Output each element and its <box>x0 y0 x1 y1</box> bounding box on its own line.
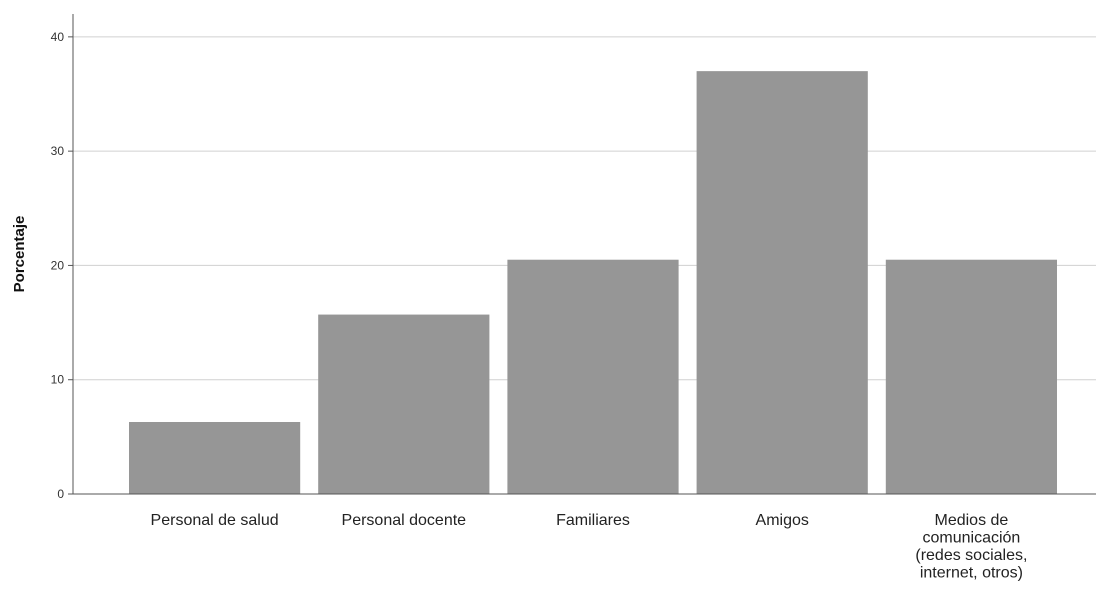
bar <box>507 259 679 494</box>
x-category-label: Personal de salud <box>151 512 279 529</box>
y-tick-label: 10 <box>51 373 65 387</box>
y-axis-title: Porcentaje <box>11 216 28 293</box>
x-category-label: Personal docente <box>342 512 467 529</box>
x-category-labels: Personal de salud Personal docente Familia… <box>151 512 1028 582</box>
axes <box>72 14 1096 495</box>
bar <box>885 259 1057 494</box>
bars <box>129 71 1057 495</box>
x-category-label-line: Medios de <box>934 512 1008 529</box>
x-category-label-line: Personal docente <box>342 512 467 529</box>
x-category-label-line: comunicación <box>922 530 1020 547</box>
bar <box>129 422 301 494</box>
y-tick-label: 20 <box>51 258 65 272</box>
x-category-label-line: Amigos <box>756 512 809 529</box>
x-category-label-line: Familiares <box>556 512 630 529</box>
x-category-label-line: (redes sociales, <box>915 547 1027 564</box>
bar <box>696 71 868 495</box>
x-category-label-line: Personal de salud <box>151 512 279 529</box>
y-tick-labels: 0 10 20 30 40 <box>51 30 65 501</box>
x-category-label: Amigos <box>756 512 809 529</box>
x-category-label: Familiares <box>556 512 630 529</box>
y-tick-label: 30 <box>51 144 65 158</box>
y-tick-label: 0 <box>57 487 64 501</box>
x-category-label-line: internet, otros) <box>920 565 1023 582</box>
bar <box>318 314 490 494</box>
y-tick-label: 40 <box>51 30 65 44</box>
x-category-label: Medios de comunicación (redes sociales, int… <box>915 512 1027 582</box>
